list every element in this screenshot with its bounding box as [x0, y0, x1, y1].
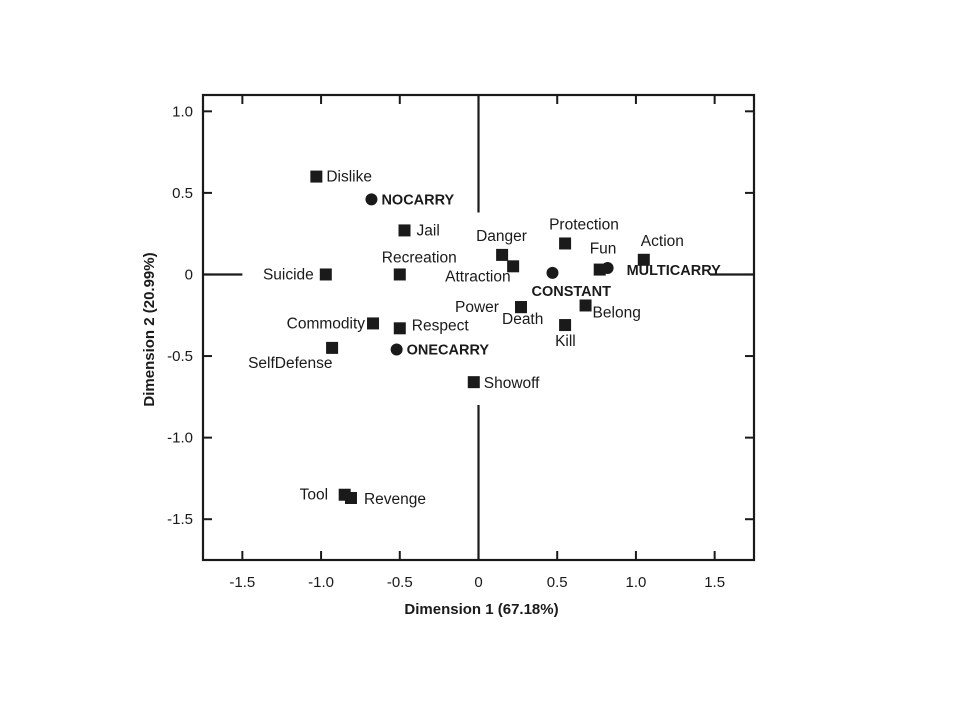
label-onecarry: ONECARRY — [407, 343, 490, 359]
point-respect — [393, 322, 406, 335]
points-group — [310, 170, 650, 504]
label-respect: Respect — [412, 317, 470, 334]
y-tick-label: -1.5 — [167, 511, 193, 528]
point-nocarry — [365, 193, 378, 206]
point-kill — [559, 319, 572, 332]
point-revenge — [344, 492, 357, 504]
label-tool: Tool — [300, 487, 328, 504]
label-belong: Belong — [593, 304, 641, 321]
point-danger — [496, 248, 509, 261]
label-suicide: Suicide — [263, 266, 314, 283]
y-tick-label: 1.0 — [172, 103, 193, 120]
point-protection — [559, 237, 572, 250]
point-onecarry — [390, 343, 403, 356]
point-suicide — [319, 268, 332, 281]
label-recreation: Recreation — [382, 249, 457, 266]
x-tick-label: -1.0 — [308, 574, 334, 591]
label-protection: Protection — [549, 216, 619, 233]
point-action — [637, 253, 650, 266]
axes-group: -1.5 -1.0 -0.5 0 0.5 1.0 1.5 1.0 0.5 0 -0.5 -1.0 -1.… — [167, 93, 756, 591]
x-tick-label: -1.5 — [229, 574, 255, 591]
point-selfdefense — [326, 341, 339, 354]
point-attraction — [507, 260, 520, 273]
y-tick-label: 0 — [185, 266, 193, 283]
point-multicarry — [601, 261, 614, 274]
point-showoff — [467, 376, 480, 389]
label-action: Action — [641, 233, 684, 250]
x-tick-label: 0.5 — [547, 574, 568, 591]
label-fun: Fun — [590, 241, 617, 258]
y-tick-label: -0.5 — [167, 348, 193, 365]
label-death: Death — [502, 311, 543, 328]
label-showoff: Showoff — [484, 375, 540, 392]
point-constant — [546, 266, 559, 279]
label-jail: Jail — [417, 222, 440, 239]
point-recreation — [393, 268, 406, 281]
y-tick-label: -1.0 — [167, 430, 193, 447]
label-commodity: Commodity — [287, 315, 366, 332]
point-jail — [398, 224, 411, 237]
label-attraction: Attraction — [445, 268, 510, 285]
point-belong — [579, 299, 592, 312]
label-power: Power — [455, 299, 499, 316]
label-nocarry: NOCARRY — [381, 192, 454, 208]
x-tick-label: 1.5 — [704, 574, 725, 591]
label-selfdefense: SelfDefense — [248, 355, 332, 372]
label-dislike: Dislike — [326, 169, 372, 186]
x-tick-label: 0 — [474, 574, 482, 591]
labels-group: Dislike Jail Recreation Suicide Commodity Res… — [248, 169, 721, 508]
label-multicarry: MULTICARRY — [627, 263, 722, 279]
label-danger: Danger — [476, 228, 527, 245]
x-tick-label: -0.5 — [387, 574, 413, 591]
label-revenge: Revenge — [364, 491, 426, 508]
x-axis-title: Dimension 1 (67.18%) — [404, 601, 558, 618]
y-axis-title: Dimension 2 (20.99%) — [141, 252, 158, 406]
y-tick-label: 0.5 — [172, 185, 193, 202]
label-constant: CONSTANT — [531, 284, 611, 300]
x-tick-label: 1.0 — [625, 574, 646, 591]
point-dislike — [310, 170, 323, 183]
point-death — [515, 301, 528, 314]
label-kill: Kill — [555, 333, 576, 350]
point-commodity — [367, 317, 380, 330]
